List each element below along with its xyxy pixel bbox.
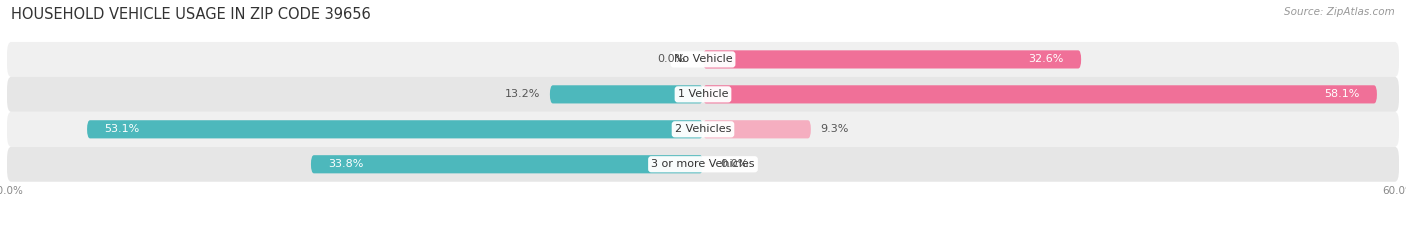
Text: 33.8%: 33.8%: [329, 159, 364, 169]
FancyBboxPatch shape: [703, 120, 811, 138]
Text: 1 Vehicle: 1 Vehicle: [678, 89, 728, 99]
Text: 3 or more Vehicles: 3 or more Vehicles: [651, 159, 755, 169]
FancyBboxPatch shape: [703, 85, 1376, 103]
FancyBboxPatch shape: [7, 147, 1399, 182]
FancyBboxPatch shape: [7, 77, 1399, 112]
FancyBboxPatch shape: [311, 155, 703, 173]
Text: No Vehicle: No Vehicle: [673, 55, 733, 64]
Text: 2 Vehicles: 2 Vehicles: [675, 124, 731, 134]
Text: 0.0%: 0.0%: [720, 159, 748, 169]
Text: 58.1%: 58.1%: [1324, 89, 1360, 99]
FancyBboxPatch shape: [7, 42, 1399, 77]
Text: 13.2%: 13.2%: [505, 89, 540, 99]
Text: 9.3%: 9.3%: [820, 124, 849, 134]
FancyBboxPatch shape: [550, 85, 703, 103]
Text: 53.1%: 53.1%: [104, 124, 139, 134]
FancyBboxPatch shape: [87, 120, 703, 138]
Text: 32.6%: 32.6%: [1028, 55, 1064, 64]
FancyBboxPatch shape: [7, 112, 1399, 147]
Text: Source: ZipAtlas.com: Source: ZipAtlas.com: [1284, 7, 1395, 17]
Text: HOUSEHOLD VEHICLE USAGE IN ZIP CODE 39656: HOUSEHOLD VEHICLE USAGE IN ZIP CODE 3965…: [11, 7, 371, 22]
FancyBboxPatch shape: [703, 50, 1081, 69]
Text: 0.0%: 0.0%: [658, 55, 686, 64]
